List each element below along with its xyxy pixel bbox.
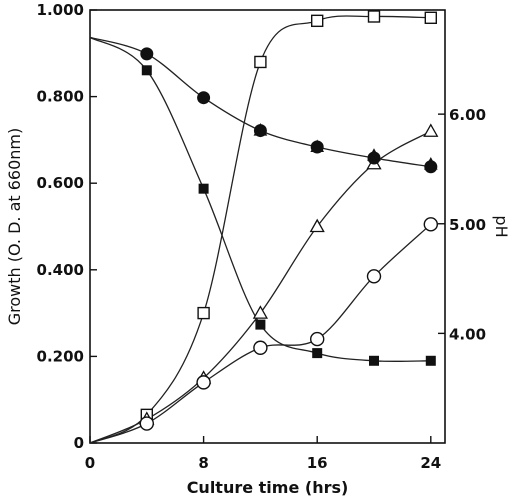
y-tick-label: 0.400 [37,261,84,279]
data-point [425,355,436,366]
y-tick-label: 0.200 [37,347,84,365]
y-tick-label: 0.800 [37,88,84,106]
data-point [366,269,382,284]
data-point [312,348,323,359]
data-point [423,217,438,232]
y-tick-label: 0.600 [37,174,84,192]
data-point [309,218,325,233]
data-point [369,355,379,366]
tick-labels: 0 8 16 24 0 0.200 0.400 0.600 0.800 1.000 4.00 5.00… [37,1,486,472]
y-axis-title: Growth (O. D. at 660nm) [5,128,24,326]
series-line [89,130,432,444]
axes [89,9,446,444]
x-tick-label: 16 [307,454,328,472]
data-point [197,306,210,320]
x-axis-title: Culture time (hrs) [187,478,349,497]
series-line [89,15,431,444]
data-point [139,416,155,431]
curves [89,15,432,444]
markers [139,10,439,431]
data-point [367,148,381,161]
y-tick-label: 1.000 [37,1,84,19]
data-point [252,305,269,319]
data-point [255,319,266,330]
x-tick-label: 8 [198,454,208,472]
y2-tick-label: 4.00 [449,325,486,343]
y2-tick-label: 6.00 [449,106,486,124]
data-point [311,14,324,28]
data-point [253,340,268,355]
data-point [424,11,437,24]
data-point [254,55,267,69]
data-point [197,91,211,105]
data-point [423,123,439,137]
data-point [141,65,152,76]
data-point [140,47,154,61]
data-point [198,183,209,194]
y2-axis-title: pH [492,215,511,237]
x-tick-label: 24 [420,454,441,472]
data-point [367,10,381,23]
data-point [423,157,438,170]
data-point [196,375,211,390]
x-tick-label: 0 [85,454,95,472]
data-point [310,139,325,153]
data-point [253,123,268,136]
plot-frame [89,9,446,444]
y2-tick-label: 5.00 [449,216,486,234]
data-point [310,331,325,347]
y-tick-label: 0 [74,434,84,452]
